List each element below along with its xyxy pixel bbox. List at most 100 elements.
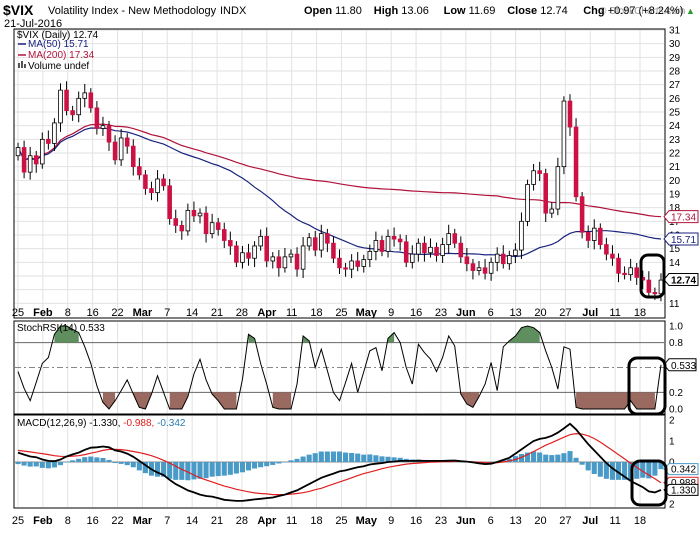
stochrsi-oversold-fill [576,392,655,409]
legend-volume-swatch [18,63,20,68]
candle-up [185,209,191,232]
candle [561,96,567,175]
candle-down [598,227,603,245]
candle-down [379,240,385,252]
macd-histogram-bar [21,462,27,466]
stochrsi-overbought-fill [54,326,79,343]
quote-high: High 13.06 [374,5,429,17]
candle [470,258,476,280]
macd-histogram-bar [154,462,161,477]
legend-vix: $VIX (Daily) 12.74 [17,30,99,41]
chart-header: $VIX Volatility Index - New Methodology … [3,2,695,30]
candle [349,254,354,279]
candle-down [203,212,209,235]
x-tick-label: Mar [133,515,153,527]
x-tick-label: 23 [435,307,447,319]
macd-histogram-bar [579,462,585,465]
stochrsi-overbought-fill [388,332,395,343]
candle-down [325,233,330,244]
macd-histogram-bar [209,462,215,477]
quote-chg: Chg +0.97 (+8.24%) ▲ [583,5,695,17]
macd-histogram-bar [615,462,622,480]
candle [155,170,160,202]
stochrsi-overbought-fill [509,326,540,343]
x-tick-label: Jul [582,307,598,319]
candle-up [288,253,294,258]
macd-histogram-bar [130,462,136,468]
macd-histogram-bar [531,451,537,462]
candle-down [500,253,506,265]
candle-down [234,245,239,263]
watermark: © StockCharts.com [599,6,685,17]
candle-down [264,235,269,262]
price-tick-label: 31 [669,26,681,37]
candle [46,130,51,150]
candle-down [646,279,652,293]
candle-down [173,218,179,226]
candle [306,232,312,251]
x-axis-upper: 25 Feb 8 16 22 Mar 7 14 21 28 Apr 11 18 25 May 9 16 23 Jun… [12,307,646,319]
quote-low: Low 11.69 [444,5,496,17]
candle-down [610,253,615,259]
price-last-value-tag [663,232,699,246]
candle [549,202,555,218]
candle-down [161,178,166,187]
macd-histogram-bar [45,462,51,469]
macd-histogram-bar [227,462,233,475]
macd-histogram-bar [112,462,118,464]
macd-title: MACD(12,26,9) -1.330, -0.988, -0.342 [17,418,186,429]
stochrsi-oversold-fill [272,392,291,409]
quote-row: Open 11.80 High 13.06 Low 11.69 Close 12.74… [304,5,695,17]
candle-up [58,89,63,124]
x-tick-label: 20 [534,515,546,527]
candle [270,252,276,269]
candle [21,140,27,179]
candle-down [652,291,658,295]
x-tick-label: 18 [634,515,646,527]
candle [525,179,530,227]
macd-histogram-bar [609,462,615,480]
candle-up [476,267,482,271]
x-tick-label: 25 [335,515,347,527]
macd-histogram-bar [167,462,173,479]
x-tick-label: 28 [236,307,248,319]
candle-up [82,92,88,99]
price-tick-label: 20 [669,176,681,187]
macd-histogram-bar [652,462,658,476]
macd-histogram-bar [106,459,112,462]
macd-histogram-bar [82,457,88,462]
macd-last-value-tag [663,463,699,476]
macd-histogram-bar [385,456,391,462]
macd-histogram-bar [136,462,142,471]
x-tick-label: 6 [488,307,494,319]
candle [585,225,591,248]
candle-down [33,155,39,165]
symbol-label: $VIX [3,2,34,18]
x-tick-label: 28 [236,515,248,527]
candle [88,88,94,113]
macd-histogram-bar [397,457,403,462]
candle [234,241,239,268]
macd-histogram-bar [94,457,100,462]
candle [543,168,549,223]
candle [403,235,409,268]
macd-histogram-bar [173,462,179,480]
candle-up [15,147,21,157]
candle [452,228,458,248]
macd-histogram-bar [603,462,609,479]
candle [500,245,506,269]
candle-up [240,252,245,263]
candle [143,170,148,195]
macd-histogram-bar [567,451,573,462]
stochrsi-tick-label: 1.0 [669,322,683,333]
candle [276,250,282,277]
candle [179,220,185,240]
macd-histogram-bar [76,458,82,462]
candle-up [494,253,500,263]
candle-up [155,178,160,194]
candle [27,146,33,180]
ma200-line [17,123,662,218]
candle-down [246,252,251,259]
candle [130,139,136,176]
candle [215,217,221,236]
